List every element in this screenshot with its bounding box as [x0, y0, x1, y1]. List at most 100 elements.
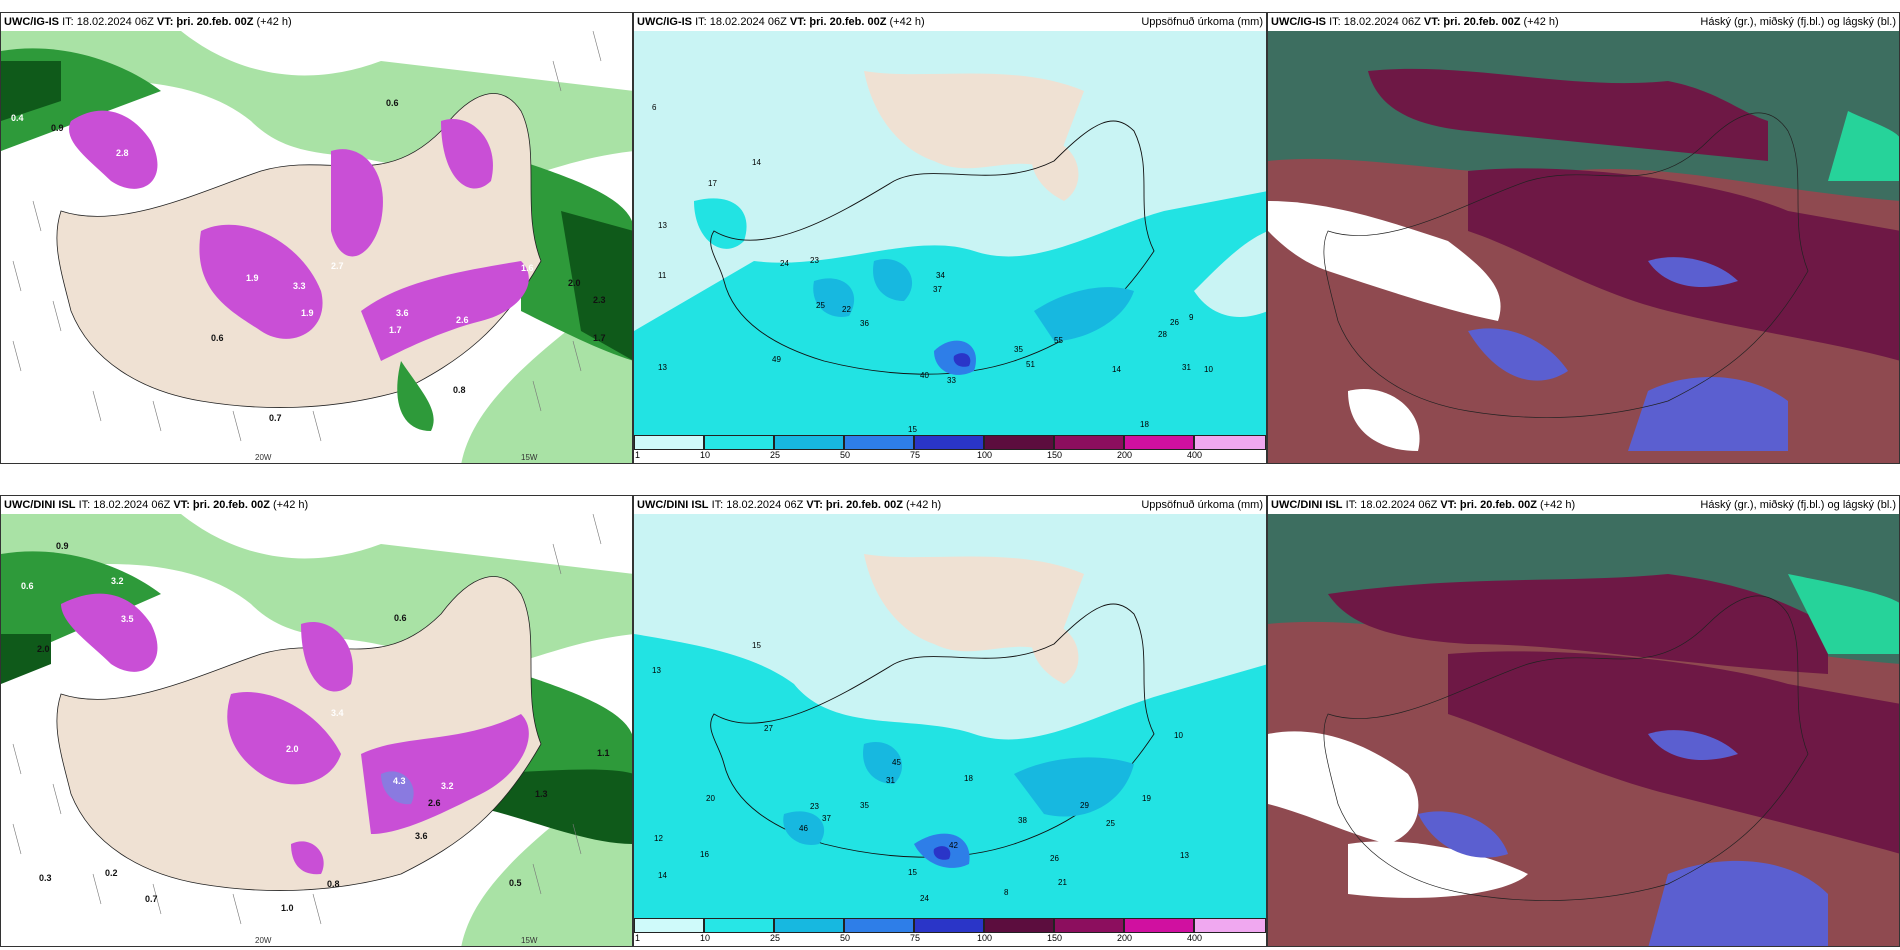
colorbar-tick: 400 [1187, 933, 1203, 943]
cloud-map [1268, 514, 1899, 946]
precip-value: 10 [1204, 365, 1213, 374]
valid-time: VT: þri. 20.feb. 00Z [806, 499, 903, 511]
precip-value: 45 [892, 758, 901, 767]
model-name: UWC/DINI ISL [1271, 499, 1343, 511]
precip-value: 23 [810, 802, 819, 811]
snow-value: 1.7 [593, 333, 606, 343]
init-time: IT: 18.02.2024 06Z [711, 499, 804, 511]
snow-value: 1.0 [281, 903, 294, 913]
precip-value: 40 [920, 371, 929, 380]
lead-time: (+42 h) [256, 16, 292, 28]
snow-value: 0.4 [11, 113, 24, 123]
colorbar-tick: 1 [635, 933, 641, 943]
precip-value: 8 [1004, 888, 1009, 897]
init-time: IT: 18.02.2024 06Z [62, 16, 154, 28]
precip-value: 31 [886, 776, 895, 785]
precip-value: 19 [1142, 794, 1151, 803]
precip-value: 31 [1182, 363, 1191, 372]
snow-value: 1.3 [535, 789, 548, 799]
snow-value: 0.8 [453, 385, 466, 395]
colorbar-swatch [914, 435, 984, 450]
panel-precip-igis: UWC/IG-IS IT: 18.02.2024 06Z VT: þri. 20… [633, 12, 1267, 464]
precip-value: 20 [706, 794, 715, 803]
precip-value: 15 [908, 425, 917, 434]
snow-value: 2.6 [428, 798, 441, 808]
precip-value: 13 [1180, 851, 1189, 860]
colorbar-swatch [984, 435, 1054, 450]
colorbar: 1 10 25 50 75 100 150 200 400 [634, 435, 1266, 463]
precip-value: 12 [654, 834, 663, 843]
lead-time: (+42 h) [1540, 499, 1576, 511]
longitude-label-15w: 15W [521, 453, 538, 462]
snow-value: 3.5 [121, 614, 134, 624]
snow-value: 0.7 [269, 413, 282, 423]
lead-time: (+42 h) [906, 499, 942, 511]
precip-value: 55 [1054, 336, 1063, 345]
precip-value: 29 [1080, 801, 1089, 810]
colorbar-tick: 200 [1117, 450, 1133, 460]
snow-value: 2.0 [286, 744, 299, 754]
precip-value: 18 [964, 774, 973, 783]
colorbar-swatch [1054, 918, 1124, 933]
colorbar-tick: 150 [1047, 450, 1063, 460]
precip-value: 24 [780, 259, 789, 268]
valid-time: VT: þri. 20.feb. 00Z [1440, 499, 1537, 511]
precip-value: 37 [933, 285, 942, 294]
snow-value: 3.3 [166, 143, 179, 153]
init-time: IT: 18.02.2024 06Z [695, 16, 787, 28]
colorbar-tick: 100 [977, 450, 993, 460]
precip-value: 23 [810, 256, 819, 265]
colorbar-swatch [704, 918, 774, 933]
snow-value: 2.3 [593, 295, 606, 305]
snow-value: 2.8 [116, 148, 129, 158]
valid-time: VT: þri. 20.feb. 00Z [156, 16, 254, 28]
model-name: UWC/DINI ISL [4, 499, 76, 511]
snow-value: 0.8 [327, 879, 340, 889]
longitude-label-15w: 15W [521, 936, 538, 945]
colorbar-swatch [1124, 918, 1194, 933]
valid-time: VT: þri. 20.feb. 00Z [173, 499, 270, 511]
snow-value: 4.3 [393, 776, 406, 786]
snow-value: 0.2 [105, 868, 118, 878]
precip-value: 21 [1058, 878, 1067, 887]
colorbar-tick: 50 [840, 450, 851, 460]
lead-time: (+42 h) [889, 16, 925, 28]
snow-value: 1.6 [521, 263, 534, 273]
panel-header: UWC/DINI ISL IT: 18.02.2024 06Z VT: þri.… [634, 496, 1266, 514]
snow-value: 0.6 [21, 581, 34, 591]
precip-value: 18 [1140, 420, 1149, 429]
colorbar-tick: 150 [1047, 933, 1063, 943]
precip-value: 13 [652, 666, 661, 675]
panel-precip-dini: UWC/DINI ISL IT: 18.02.2024 06Z VT: þri.… [633, 495, 1267, 947]
precip-map [634, 514, 1266, 920]
colorbar-tick: 25 [770, 933, 781, 943]
colorbar-tick: 75 [910, 450, 921, 460]
cloud-map [1268, 31, 1899, 463]
colorbar-swatch [1054, 435, 1124, 450]
precip-value: 27 [764, 724, 773, 733]
init-time: IT: 18.02.2024 06Z [1329, 16, 1421, 28]
colorbar: 1 10 25 50 75 100 150 200 400 [634, 918, 1266, 946]
precip-value: 13 [658, 363, 667, 372]
panel-field-title: Uppsöfnuð úrkoma (mm) [1141, 499, 1263, 511]
precip-value: 38 [1018, 816, 1027, 825]
precip-value: 25 [816, 301, 825, 310]
colorbar-swatch [1194, 435, 1266, 450]
colorbar-tick: 10 [700, 450, 711, 460]
panel-header: UWC/IG-IS IT: 18.02.2024 06Z VT: þri. 20… [634, 13, 1266, 31]
colorbar-tick: 10 [700, 933, 711, 943]
precip-value: 42 [949, 841, 958, 850]
precip-value: 49 [772, 355, 781, 364]
colorbar-swatch [704, 435, 774, 450]
valid-time: VT: þri. 20.feb. 00Z [1423, 16, 1521, 28]
snow-map [1, 31, 632, 463]
precip-value: 16 [700, 850, 709, 859]
precip-map [634, 31, 1266, 437]
precip-value: 11 [658, 271, 667, 280]
snow-value: 1.5 [246, 135, 259, 145]
snow-value: 0.6 [386, 98, 399, 108]
precip-value: 6 [652, 103, 657, 112]
snow-map [1, 514, 632, 946]
colorbar-swatch [914, 918, 984, 933]
precip-value: 14 [752, 158, 761, 167]
